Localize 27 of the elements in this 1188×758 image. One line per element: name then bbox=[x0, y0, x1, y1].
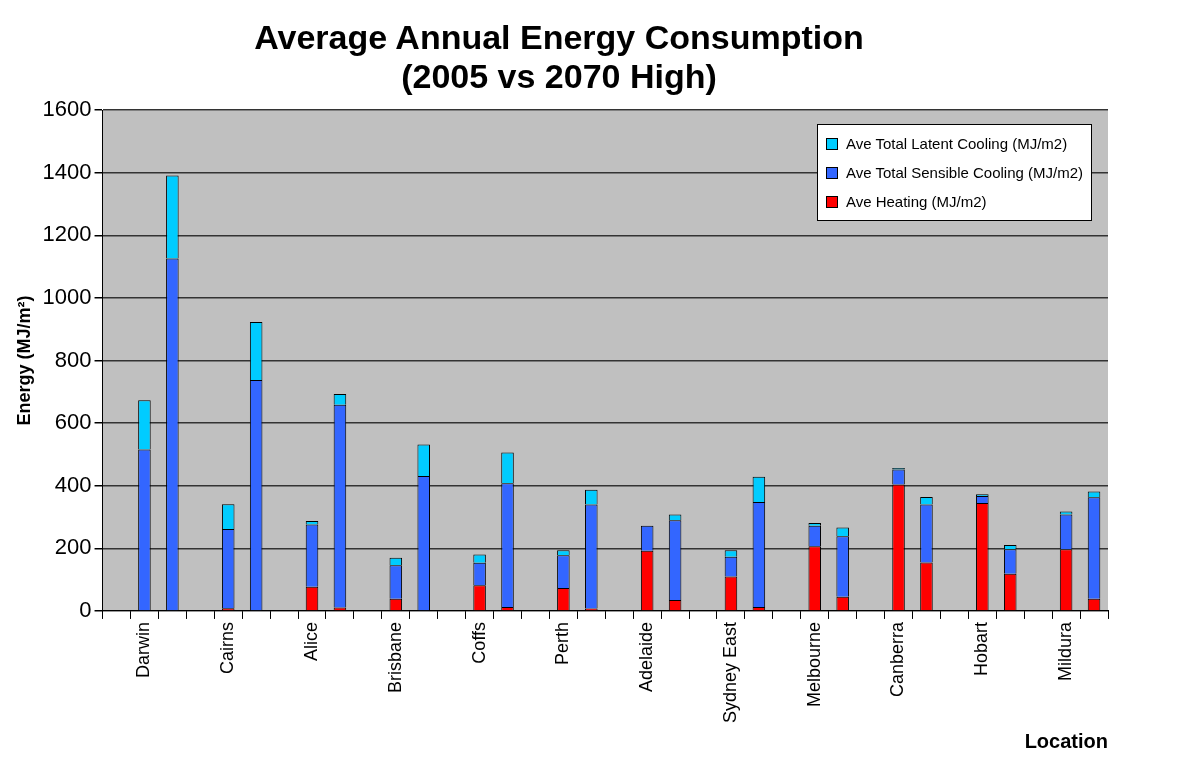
x-tick-label: Adelaide bbox=[636, 621, 657, 693]
y-axis-title: Energy (MJ/m²) bbox=[13, 295, 34, 426]
x-tick-label: Cairns bbox=[217, 621, 238, 674]
y-tick-label: 800 bbox=[54, 346, 92, 372]
x-tick-label: Brisbane bbox=[384, 621, 405, 693]
legend-label: Ave Heating (MJ/m2) bbox=[845, 193, 987, 211]
y-tick-label: 600 bbox=[54, 409, 92, 435]
chart-title: Average Annual Energy Consumption (2005 vs 2070 High) bbox=[254, 17, 864, 96]
x-tick-label: Perth bbox=[552, 621, 573, 665]
x-tick-label: Alice bbox=[300, 621, 321, 661]
x-tick-label: Sydney East bbox=[719, 621, 740, 724]
y-tick-label: 1600 bbox=[42, 96, 92, 122]
x-tick-label: Mildura bbox=[1055, 620, 1076, 681]
x-tick-label: Hobart bbox=[971, 621, 992, 676]
x-tick-label: Melbourne bbox=[803, 621, 824, 708]
y-tick-label: 1000 bbox=[42, 284, 92, 310]
x-tick-label: Darwin bbox=[133, 621, 154, 678]
y-tick-label: 400 bbox=[54, 471, 92, 497]
legend-label: Ave Total Sensible Cooling (MJ/m2) bbox=[845, 164, 1083, 182]
y-tick-label: 0 bbox=[79, 597, 92, 623]
y-tick-label: 200 bbox=[54, 534, 92, 560]
legend-label: Ave Total Latent Cooling (MJ/m2) bbox=[845, 135, 1068, 153]
x-tick-label: Coffs bbox=[468, 621, 489, 664]
x-tick-label: Canberra bbox=[887, 620, 908, 697]
y-tick-label: 1400 bbox=[42, 158, 92, 184]
x-axis-title: Location bbox=[1024, 729, 1108, 752]
y-tick-label: 1200 bbox=[42, 221, 92, 247]
